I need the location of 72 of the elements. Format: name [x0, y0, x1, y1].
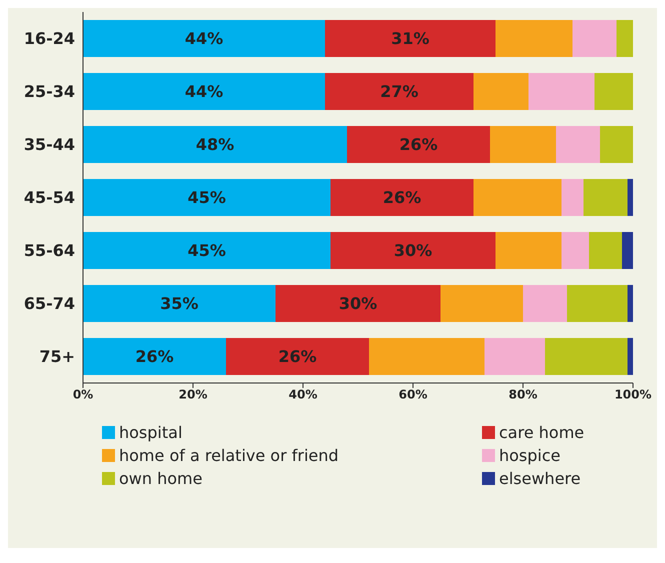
x-tick-label: 60% — [398, 388, 428, 402]
legend-label: elsewhere — [499, 469, 581, 488]
bar — [628, 338, 633, 375]
bar — [589, 232, 622, 269]
legend-label: care home — [499, 423, 584, 442]
y-tick-label: 55-64 — [24, 241, 75, 260]
x-tick-label: 100% — [614, 388, 652, 402]
legend-label: hospice — [499, 446, 561, 465]
bar — [83, 338, 226, 375]
bar — [83, 178, 330, 216]
data-label: 26% — [135, 347, 174, 366]
data-label: 35% — [160, 294, 198, 314]
bar — [474, 72, 528, 110]
bar — [562, 232, 589, 269]
bar — [369, 338, 484, 375]
data-label: 44% — [184, 29, 224, 48]
data-label: 27% — [380, 82, 418, 102]
x-tick-label: 40% — [288, 388, 318, 402]
bar — [330, 232, 496, 269]
x-tick-label: 20% — [178, 388, 208, 402]
y-tick-label: 35-44 — [24, 135, 75, 154]
bar — [440, 284, 523, 322]
bar — [556, 126, 600, 163]
bar — [484, 338, 545, 375]
y-tick-label: 25-34 — [24, 82, 75, 102]
bar — [83, 72, 325, 110]
bar — [616, 20, 633, 57]
bar — [622, 232, 633, 269]
data-label: 45% — [188, 188, 226, 208]
bar — [325, 20, 496, 57]
bar — [347, 126, 490, 163]
bar — [628, 178, 633, 216]
data-label: 30% — [394, 241, 432, 260]
x-tick-label: 0% — [72, 388, 94, 402]
bar — [83, 284, 276, 322]
bar — [628, 284, 633, 322]
bar — [496, 20, 572, 57]
bar — [83, 232, 330, 269]
bar — [528, 72, 594, 110]
y-tick-label: 16-24 — [24, 29, 75, 48]
bar — [572, 20, 616, 57]
y-tick-label: 75+ — [39, 347, 75, 366]
data-label: 26% — [278, 347, 317, 366]
legend-label: home of a relative or friend — [119, 446, 339, 465]
bar — [490, 126, 556, 163]
bar — [83, 126, 347, 163]
data-label: 48% — [196, 135, 234, 154]
y-tick-label: 65-74 — [24, 294, 75, 314]
bar — [567, 284, 628, 322]
bar — [562, 178, 584, 216]
bar — [523, 284, 567, 322]
bar — [496, 232, 562, 269]
legend-label: own home — [119, 469, 202, 488]
bar — [594, 72, 633, 110]
bar — [330, 178, 474, 216]
x-tick-label: 80% — [508, 388, 538, 402]
data-label: 26% — [399, 135, 438, 154]
data-label: 26% — [382, 188, 422, 208]
bar — [83, 20, 325, 57]
bar — [600, 126, 633, 163]
y-tick-label: 45-54 — [24, 188, 75, 208]
data-label: 30% — [338, 294, 378, 314]
data-label: 31% — [391, 29, 430, 48]
bar — [226, 338, 369, 375]
bar — [325, 72, 474, 110]
bar — [474, 178, 562, 216]
bar — [545, 338, 628, 375]
bar — [276, 284, 440, 322]
data-label: 44% — [184, 82, 224, 102]
legend-label: hospital — [119, 423, 182, 442]
bar — [584, 178, 628, 216]
data-label: 45% — [188, 241, 226, 260]
